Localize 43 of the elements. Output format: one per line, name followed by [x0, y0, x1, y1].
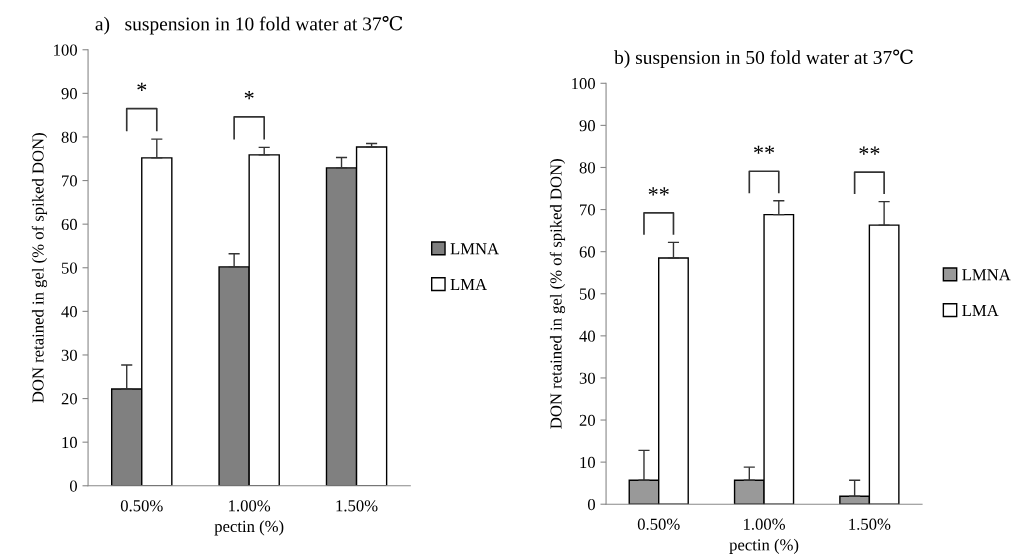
y-tick-label: 90 — [579, 120, 596, 132]
y-axis-title: DON retained in gel (% of spiked DON) — [31, 133, 48, 403]
legend-label: LMA — [962, 304, 999, 316]
y-tick-label: 10 — [580, 456, 596, 469]
chart-title: b) suspension in 50 fold water at 37℃ — [614, 49, 913, 68]
x-tick-label: 1.00% — [229, 500, 271, 512]
legend-label: LMNA — [450, 243, 499, 255]
y-tick-label: 0 — [587, 498, 596, 511]
y-tick-label: 70 — [580, 204, 596, 216]
y-tick-label: 100 — [54, 44, 78, 56]
y-tick-label: 10 — [62, 436, 78, 449]
x-tick-label: 1.50% — [336, 500, 378, 512]
chart-title: a) suspension in 10 fold water at 37℃ — [95, 15, 403, 35]
annotation: ** — [754, 145, 775, 154]
y-tick-label: 40 — [579, 330, 596, 342]
y-tick-label: 80 — [61, 131, 78, 143]
annotation: ** — [859, 146, 880, 155]
x-tick-label: 0.50% — [120, 500, 163, 512]
y-tick-label: 60 — [61, 218, 78, 231]
x-tick-label: 0.50% — [637, 518, 680, 530]
annotation: * — [244, 91, 254, 100]
legend-label: LMA — [450, 278, 487, 290]
y-tick-label: 30 — [579, 372, 596, 384]
y-tick-label: 50 — [579, 288, 596, 300]
y-tick-label: 50 — [61, 262, 78, 274]
y-tick-label: 20 — [579, 414, 596, 426]
y-tick-label: 100 — [572, 77, 596, 90]
x-axis-title: pectin (%) — [729, 538, 799, 554]
y-tick-label: 30 — [61, 349, 78, 361]
y-tick-label: 0 — [69, 480, 78, 492]
y-tick-label: 60 — [579, 246, 596, 258]
y-axis-title: DON retained in gel (% of spiked DON) — [549, 159, 566, 429]
annotation: ** — [648, 187, 669, 196]
x-tick-label: 1.00% — [743, 518, 786, 530]
y-tick-label: 40 — [61, 306, 78, 318]
x-tick-label: 1.50% — [849, 518, 891, 530]
y-tick-label: 90 — [61, 88, 78, 100]
legend-label: LMNA — [962, 269, 1011, 281]
y-tick-label: 80 — [579, 162, 596, 174]
annotation: * — [137, 82, 147, 91]
x-axis-title: pectin (%) — [214, 520, 284, 536]
y-tick-label: 20 — [61, 393, 78, 405]
y-tick-label: 70 — [62, 175, 78, 187]
